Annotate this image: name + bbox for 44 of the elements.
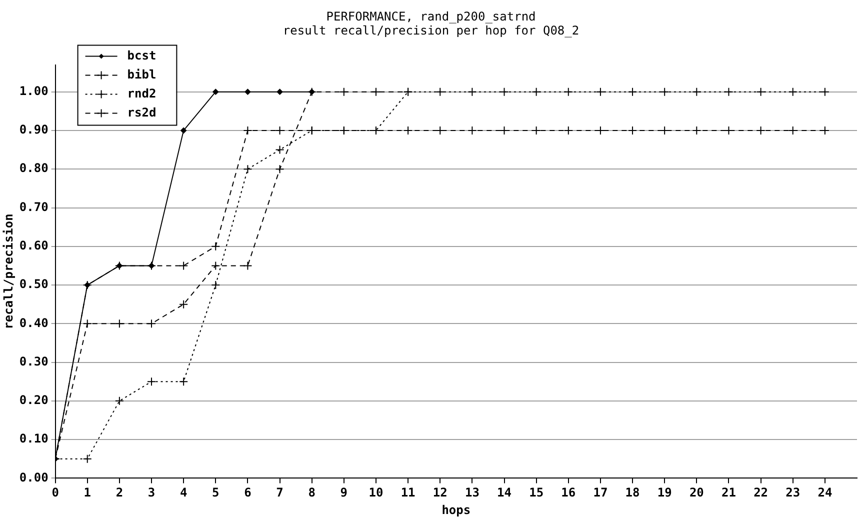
x-tick-label: 18 [625, 486, 640, 500]
chart-title: PERFORMANCE, rand_p200_satrnd [326, 9, 536, 24]
y-tick-label: 0.40 [19, 316, 48, 330]
legend-label: bcst [127, 48, 156, 62]
x-tick-label: 21 [722, 486, 736, 500]
x-tick-label: 10 [368, 486, 384, 500]
x-tick-label: 6 [244, 486, 252, 500]
x-tick-label: 23 [786, 486, 800, 500]
y-tick-label: 0.30 [19, 354, 48, 368]
x-tick-label: 16 [561, 486, 576, 500]
x-tick-label: 11 [400, 486, 416, 500]
x-tick-label: 1 [84, 486, 91, 500]
y-tick-label: 0.10 [19, 432, 48, 446]
x-tick-label: 8 [308, 486, 316, 500]
x-tick-label: 13 [464, 486, 480, 500]
y-tick-label: 0.60 [19, 238, 48, 253]
y-tick-label: 0.20 [19, 393, 48, 408]
x-tick-label: 22 [754, 486, 768, 500]
legend-label: bibl [127, 67, 156, 82]
x-tick-label: 12 [432, 486, 448, 500]
x-tick-label: 15 [529, 486, 544, 500]
legend-label: rs2d [127, 105, 156, 120]
x-tick-label: 19 [657, 486, 672, 500]
legend-label: rnd2 [127, 86, 156, 100]
x-tick-label: 5 [212, 486, 220, 500]
x-tick-label: 14 [497, 486, 512, 500]
y-tick-label: 0.90 [19, 122, 48, 137]
x-tick-label: 17 [593, 486, 608, 500]
x-tick-label: 4 [180, 486, 188, 500]
y-tick-label: 0.70 [19, 200, 48, 214]
x-tick-label: 0 [52, 486, 59, 500]
x-tick-label: 7 [276, 486, 284, 500]
x-tick-label: 24 [818, 486, 832, 500]
y-tick-label: 1.00 [19, 84, 48, 98]
chart-subtitle: result recall/precision per hop for Q08_2 [282, 24, 580, 38]
x-tick-label: 3 [148, 486, 156, 500]
y-tick-label: 0.50 [19, 277, 48, 292]
y-tick-label: 0.00 [19, 470, 48, 484]
y-tick-label: 0.80 [19, 161, 48, 176]
x-axis-title: hops [442, 502, 471, 517]
x-tick-label: 9 [340, 486, 348, 500]
x-tick-label: 2 [116, 486, 124, 500]
y-axis-title: recall/precision [1, 214, 16, 330]
x-tick-label: 20 [689, 486, 704, 500]
